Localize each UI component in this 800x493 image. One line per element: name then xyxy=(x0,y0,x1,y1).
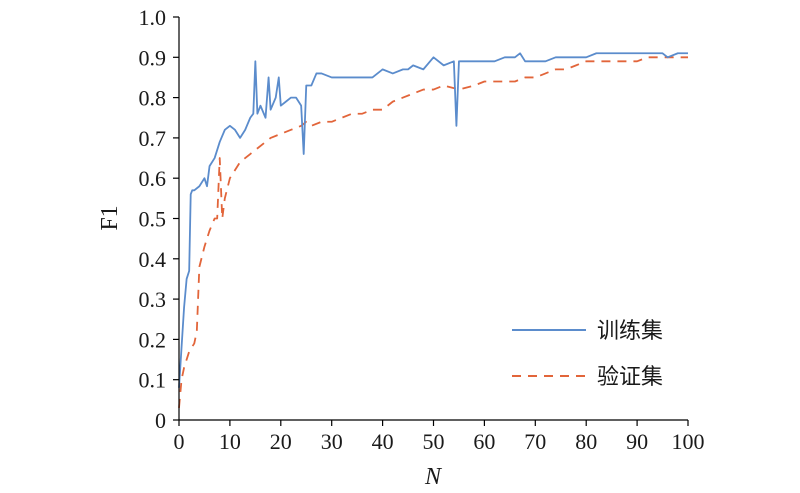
x-tick-label: 20 xyxy=(270,429,292,454)
series-line-val xyxy=(178,56,688,408)
y-tick-label: 0 xyxy=(155,408,166,433)
y-tick-label: 1.0 xyxy=(139,5,167,30)
x-tick-label: 80 xyxy=(575,429,597,454)
y-tick-label: 0.5 xyxy=(139,207,167,232)
x-tick-label: 60 xyxy=(473,429,495,454)
plot-area xyxy=(178,52,688,408)
x-tick-label: 70 xyxy=(524,429,546,454)
x-tick-label: 0 xyxy=(174,429,185,454)
x-tick-label: 50 xyxy=(423,429,445,454)
legend-label-train: 训练集 xyxy=(597,319,663,344)
x-axis-title: N xyxy=(424,464,443,490)
y-tick-label: 0.3 xyxy=(139,287,167,312)
y-tick-label: 0.6 xyxy=(139,166,167,191)
y-tick-label: 0.1 xyxy=(139,368,167,393)
x-tick-label: 30 xyxy=(321,429,343,454)
x-axis-ticks: 0 10 20 30 40 50 60 70 80 90 100 xyxy=(174,420,705,454)
y-tick-label: 0.4 xyxy=(139,247,167,272)
x-tick-label: 40 xyxy=(372,429,394,454)
legend-label-val: 验证集 xyxy=(597,365,663,390)
legend: 训练集 验证集 xyxy=(512,319,663,390)
y-tick-label: 0.8 xyxy=(139,86,167,111)
y-axis-ticks: 0 0.1 0.2 0.3 0.4 0.5 0.6 0.7 0.8 0.9 1.0 xyxy=(139,5,179,433)
y-axis-title: F1 xyxy=(97,205,123,230)
x-tick-label: 10 xyxy=(219,429,241,454)
y-tick-label: 0.2 xyxy=(139,327,167,352)
series-line-train xyxy=(178,52,688,388)
y-tick-label: 0.7 xyxy=(139,126,167,151)
x-tick-label: 100 xyxy=(672,429,705,454)
y-tick-label: 0.9 xyxy=(139,45,167,70)
x-tick-label: 90 xyxy=(626,429,648,454)
